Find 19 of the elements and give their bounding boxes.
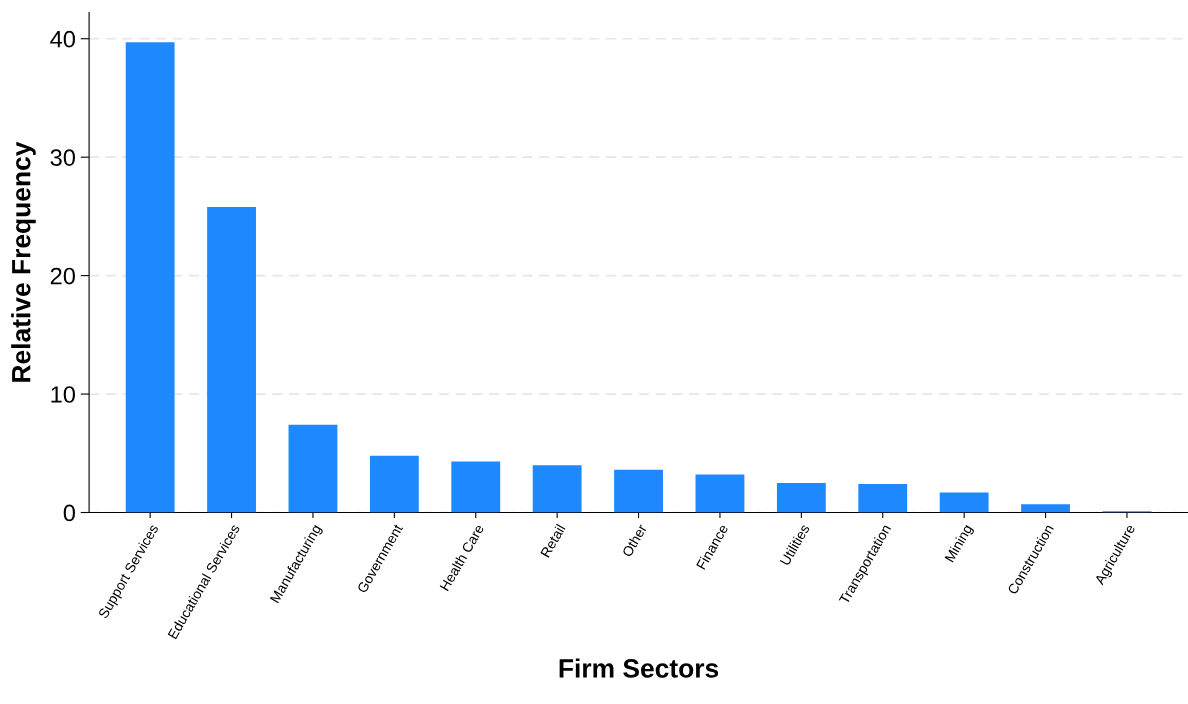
y-tick-label: 10 [51,386,75,403]
bar [939,492,989,513]
y-axis-title: Relative Frequency [11,141,36,382]
bar [1021,504,1070,513]
bar [207,206,256,513]
y-tick-label: 40 [50,30,75,48]
x-axis-title: Firm Sectors [559,658,719,678]
bar [695,474,745,513]
bar [776,482,826,513]
y-tick-label: 30 [50,149,75,166]
bar [288,424,338,513]
y-tick-label: 20 [50,267,75,285]
bar [125,42,175,513]
bar [858,484,908,513]
bar [451,461,501,513]
bar [532,465,582,513]
bar [614,469,663,513]
y-tick-label: 0 [63,504,75,522]
bar [369,455,419,513]
